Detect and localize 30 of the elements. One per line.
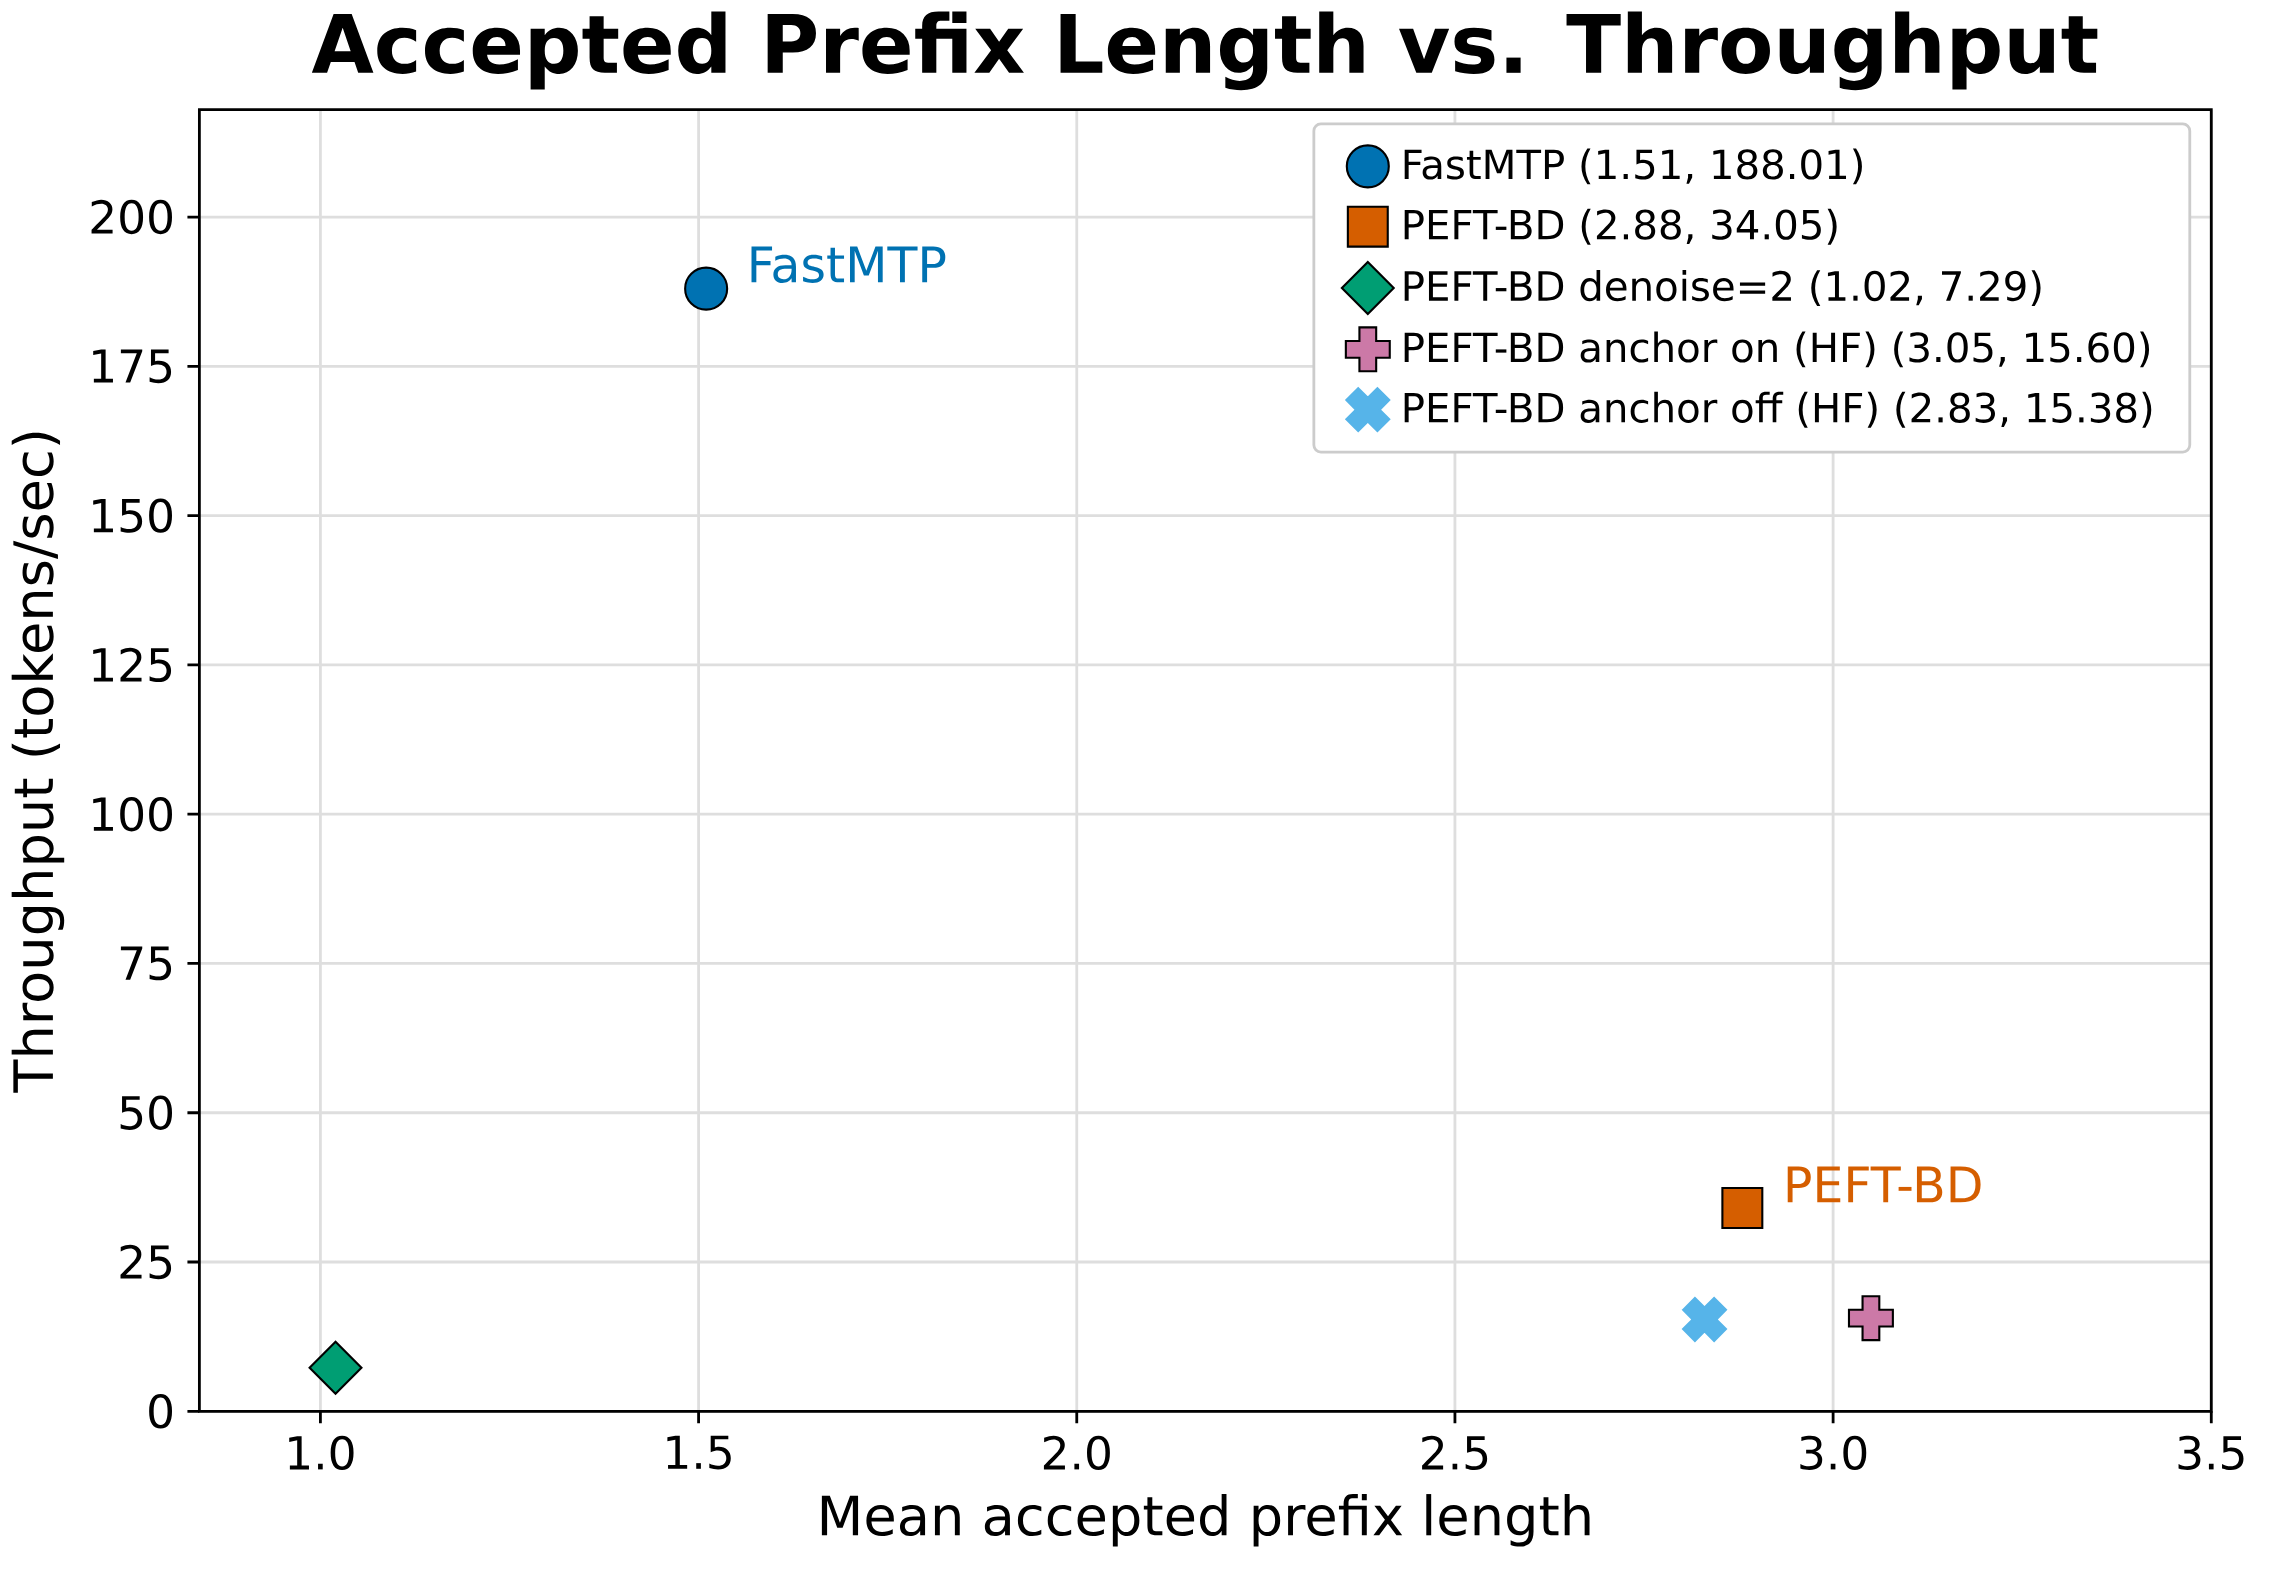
x-tick-label: 3.5 bbox=[2178, 1435, 2244, 1471]
legend-label: PEFT-BD (2.88, 34.05) bbox=[1404, 208, 1837, 245]
x-tick-label: 1.0 bbox=[289, 1435, 354, 1471]
annotation: FastMTP bbox=[751, 246, 946, 284]
y-axis-title: Throughput (tokens/sec) bbox=[11, 432, 65, 1094]
y-tick-label: 125 bbox=[93, 647, 172, 683]
legend-label: PEFT-BD anchor off (HF) (2.83, 15.38) bbox=[1404, 391, 2152, 428]
y-tick-label: 0 bbox=[149, 1394, 173, 1429]
annotation: PEFT-BD bbox=[1787, 1166, 1981, 1203]
x-axis-title: Mean accepted prefix length bbox=[821, 1494, 1590, 1547]
legend-label: FastMTP (1.51, 188.01) bbox=[1404, 148, 1862, 185]
point bbox=[684, 266, 729, 311]
x-tick-label: 1.5 bbox=[667, 1435, 731, 1470]
point bbox=[308, 1340, 363, 1395]
chart-title: Accepted Prefix Length vs. Throughput bbox=[311, 11, 2098, 91]
point bbox=[1847, 1295, 1894, 1342]
y-tick-label: 200 bbox=[91, 200, 172, 235]
x-tick-label: 3.0 bbox=[1800, 1435, 1867, 1471]
y-tick-label: 25 bbox=[120, 1245, 172, 1280]
y-tick-label: 100 bbox=[93, 797, 172, 832]
x-tick-label: 2.0 bbox=[1043, 1435, 1110, 1471]
legend-label: PEFT-BD denoise=2 (1.02, 7.29) bbox=[1404, 270, 2041, 307]
y-tick-label: 50 bbox=[120, 1095, 173, 1131]
y-tick-label: 75 bbox=[120, 946, 172, 981]
y-tick-label: 175 bbox=[93, 349, 172, 384]
y-tick-label: 150 bbox=[93, 498, 172, 534]
x-tick-label: 2.5 bbox=[1422, 1435, 1488, 1471]
point bbox=[1682, 1297, 1728, 1343]
point bbox=[1721, 1187, 1764, 1230]
legend-label: PEFT-BD anchor on (HF) (3.05, 15.60) bbox=[1404, 331, 2150, 368]
